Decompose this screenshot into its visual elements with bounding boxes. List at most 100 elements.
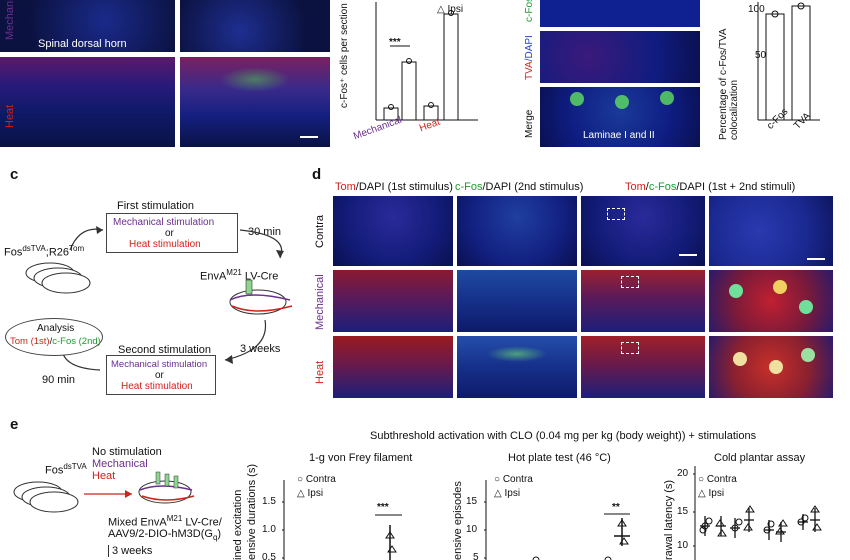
virus-e1-text: Mixed EnvA: [108, 516, 167, 529]
subplot2-ytick-1: 15: [466, 496, 478, 507]
subplot2-legend-contra-label: Contra: [502, 474, 533, 485]
second-stimulation-label: Second stimulation: [118, 344, 211, 356]
row-label-cfos: c-Fos: [524, 0, 535, 22]
chart-b-point: [388, 104, 394, 110]
tva-text: TVA: [524, 61, 535, 80]
col3-tom: Tom: [625, 181, 646, 193]
first-or: or: [165, 228, 174, 239]
chart-cfos-cells: [375, 2, 478, 121]
d-row-label-heat: Heat: [314, 360, 326, 384]
analysis-sep: /: [49, 336, 53, 347]
panel-letter-d: d: [312, 166, 322, 183]
subplot2-axes: [484, 480, 630, 560]
subplot2-ytick-3: 5: [473, 552, 479, 560]
min30-label: 30 min: [248, 226, 282, 238]
tom-sup: Tom: [69, 244, 85, 253]
col-header-3: Tom/c-Fos/DAPI (1st + 2nd stimuli): [625, 181, 795, 193]
second-stimulation-box: Mechanical stimulation or Heat stimulati…: [106, 355, 216, 395]
condition-heat: Heat: [92, 470, 116, 482]
panel-e-title: Subthreshold activation with CLO (0.04 m…: [370, 430, 757, 442]
d-heat-zoom: [709, 336, 833, 398]
condition-mechanical: Mechanical: [92, 458, 148, 470]
analysis-text: Analysis: [37, 323, 75, 334]
m21-sup: M21: [226, 268, 242, 277]
circle-icon: ○: [698, 474, 705, 485]
subplot1-legend-contra: ○ Contra: [297, 474, 336, 485]
row-label-mechanical: Mechanical: [4, 0, 16, 40]
spinal-dorsal-horn-label: Spinal dorsal horn: [38, 38, 127, 50]
col3-rest: /DAPI (1st + 2nd stimuli): [676, 181, 796, 193]
chart-b-point: [448, 10, 454, 16]
col-header-2: c-Fos/DAPI (2nd stimulus): [455, 181, 583, 193]
mouse-genotype-c: FosdsTVA;R26Tom: [4, 244, 84, 259]
subplot3-ytick-3: 10: [677, 540, 689, 551]
subplot1-significance: ***: [377, 502, 389, 513]
dstva-sup: dsTVA: [22, 244, 46, 253]
d-row-label-mechanical: Mechanical: [314, 274, 326, 330]
chart-b-point: [406, 58, 412, 64]
side-label-e: ined excitation: [232, 489, 244, 560]
subplot2-significance: **: [612, 502, 620, 513]
micrograph-mechanical-ipsi: [180, 0, 330, 52]
coloc-bar: [765, 13, 785, 121]
chart-colocalization: [757, 2, 820, 121]
row-label-merge: Merge: [524, 109, 535, 138]
virus-label-c: EnvAM21 LV-Cre: [200, 268, 278, 283]
min90-label: 90 min: [42, 374, 76, 386]
fos-text: Fos: [4, 246, 23, 259]
subplot2-legend-ipsi: △ Ipsi: [494, 488, 520, 499]
micrograph-mechanical-contra: [0, 0, 175, 52]
micrograph-tva: [540, 31, 700, 83]
analysis-cfos: c-Fos (2nd): [52, 336, 101, 347]
coloc-ylabel-text: Percentage of c-Fos/TVA colocalization: [718, 29, 740, 140]
weeks-e-text: 3 weeks: [108, 545, 153, 557]
lvcre-text: LV-Cre: [241, 270, 279, 283]
weeks-label-e: 3 weeks: [108, 545, 153, 557]
triangle-icon: △: [297, 488, 305, 499]
panel-letter-e: e: [10, 416, 19, 433]
subplot2-legend-contra: ○ Contra: [494, 474, 533, 485]
chart-b-bar: [423, 105, 439, 121]
chart-b-significance: ***: [389, 37, 401, 48]
first-heat-stim: Heat stimulation: [129, 239, 201, 250]
chart-b-bar: [443, 13, 459, 121]
subplot1-title: 1-g von Frey filament: [309, 452, 413, 464]
virus-label-e1: Mixed EnvAM21 LV-Cre/: [108, 514, 222, 529]
legend-ipsi: △ Ipsi: [437, 4, 463, 15]
col1-rest: /DAPI (1st stimulus): [355, 181, 453, 193]
analysis-oval: Analysis Tom (1st)/c-Fos (2nd): [5, 318, 103, 356]
fos-text-e: Fos: [45, 464, 64, 477]
dapi-text: /DAPI: [524, 35, 535, 62]
subplot3-ytick-1: 20: [677, 468, 689, 479]
virus-label-e2: AAV9/2-DIO-hM3D(Gq): [108, 528, 221, 542]
row-label-heat: Heat: [4, 104, 16, 128]
mouse-genotype-e: FosdsTVA: [45, 462, 87, 477]
coloc-ytick-50: 50: [755, 50, 767, 61]
chart-b-ylabel: c-Fos⁺ cells per section: [339, 3, 350, 108]
row-label-tva: TVA/DAPI: [524, 35, 535, 80]
coloc-point: [797, 2, 805, 10]
r26-text: ;R26: [45, 246, 70, 259]
col-header-1: Tom/DAPI (1st stimulus): [335, 181, 453, 193]
d-mech-merge: [581, 270, 705, 332]
micrograph-merge: [540, 87, 700, 147]
col2-cfos: c-Fos: [455, 181, 483, 193]
col3-slash: /: [645, 181, 649, 193]
second-heat-stim: Heat stimulation: [121, 381, 193, 392]
coloc-bar: [791, 5, 811, 121]
subplot1-ytick-2: 1.0: [262, 524, 276, 535]
second-or: or: [155, 370, 164, 381]
coloc-ytick-100: 100: [748, 4, 765, 15]
d-row-label-contra: Contra: [314, 214, 326, 248]
chart-coloc-ylabel: Percentage of c-Fos/TVA colocalization: [718, 0, 740, 140]
subplot1-legend-ipsi: △ Ipsi: [297, 488, 323, 499]
laminae-label: Laminae I and II: [583, 130, 655, 141]
subplot3-title: Cold plantar assay: [714, 452, 806, 464]
d-heat-tom: [333, 336, 453, 398]
subplot1-axes: [282, 480, 402, 560]
subplot3-legend-ipsi: △ Ipsi: [698, 488, 724, 499]
scale-bar: [300, 136, 318, 138]
subplot3-ylabel: rawal latency (s): [663, 479, 675, 560]
subplot3-axes: [693, 466, 822, 560]
d-mech-tom: [333, 270, 453, 332]
